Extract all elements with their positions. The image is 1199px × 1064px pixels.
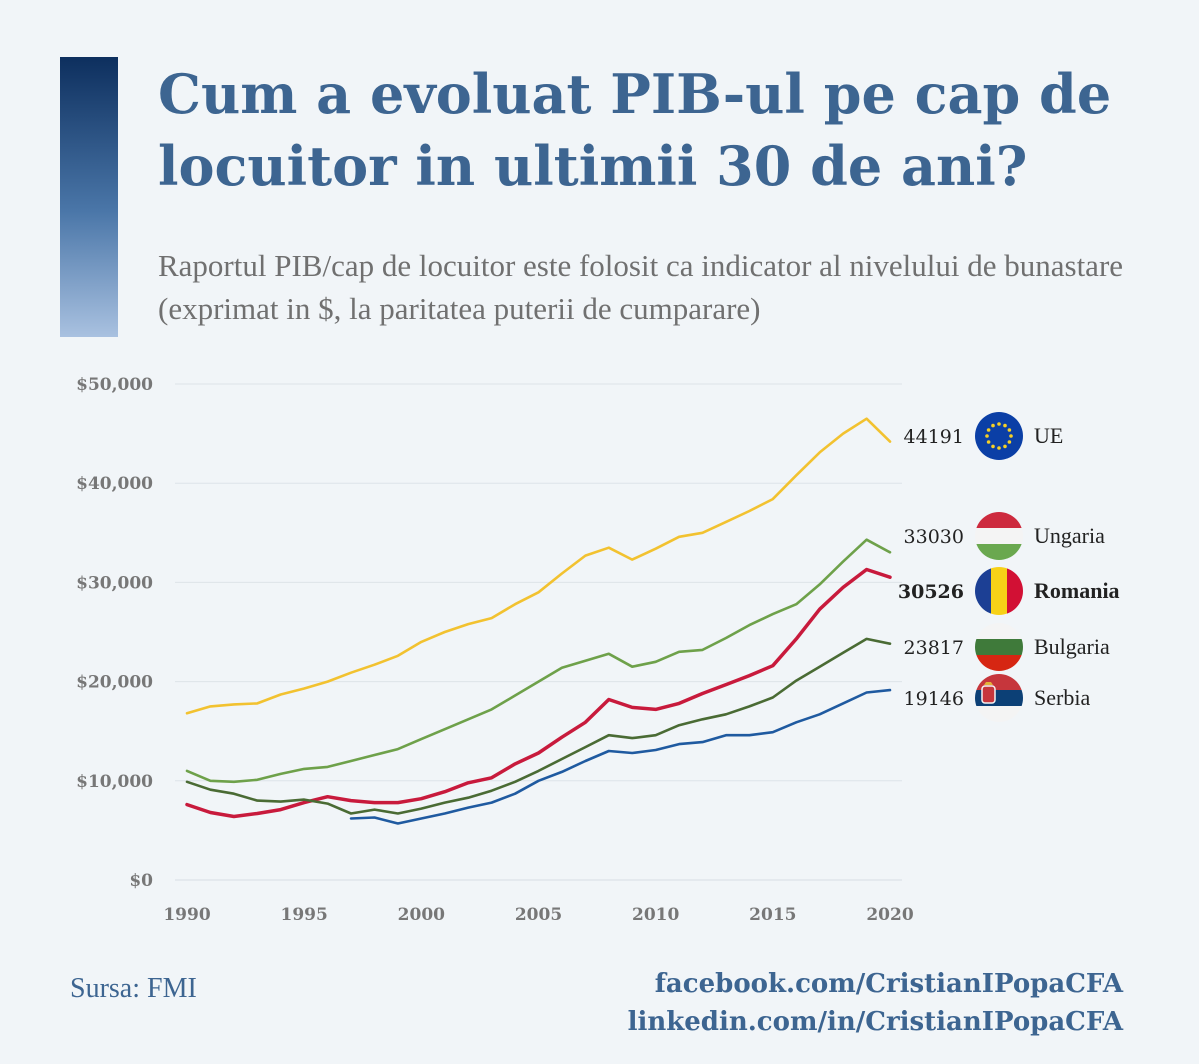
linkedin-link[interactable]: linkedin.com/in/CristianIPopaCFA	[627, 1007, 1123, 1037]
y-tick-label: $30,000	[76, 573, 153, 593]
hungary-flag-icon	[975, 512, 1023, 560]
legend-item-ue: 44191 UE	[904, 412, 1063, 460]
end-value-label: 30526	[898, 581, 964, 603]
x-tick-label: 2010	[632, 905, 679, 925]
end-value-label: 44191	[904, 426, 964, 448]
legend-item-serbia: 19146 Serbia	[904, 674, 1090, 722]
source-note: Sursa: FMI	[70, 973, 197, 1004]
legend-label: Romania	[1034, 578, 1120, 603]
legend-item-romania: 30526 Romania	[898, 567, 1120, 615]
y-tick-labels: $0 $10,000 $20,000 $30,000 $40,000 $50,000	[76, 375, 153, 891]
end-value-label: 23817	[904, 637, 964, 659]
legend-label: Ungaria	[1034, 523, 1105, 548]
chart-title: Cum a evoluat PIB-ul pe cap de locuitor …	[158, 62, 1112, 198]
chart-subtitle: Raportul PIB/cap de locuitor este folosi…	[158, 248, 1124, 326]
legend-label: Serbia	[1034, 685, 1090, 710]
end-value-label: 19146	[904, 688, 964, 710]
footer-links: facebook.com/CristianIPopaCFA linkedin.c…	[628, 965, 1123, 1041]
x-tick-label: 2005	[515, 905, 562, 925]
x-tick-label: 1990	[163, 905, 210, 925]
x-tick-label: 2020	[866, 905, 913, 925]
accent-bar	[60, 57, 118, 337]
legend: 44191 UE 33030 Ungaria 30526 Romania 23817 Bulg…	[898, 412, 1120, 722]
series-line-serbia	[349, 688, 892, 825]
facebook-link[interactable]: facebook.com/CristianIPopaCFA	[654, 969, 1123, 999]
y-tick-label: $40,000	[76, 474, 153, 494]
legend-label: Bulgaria	[1034, 634, 1110, 659]
legend-label: UE	[1034, 423, 1063, 448]
eu-flag-icon	[975, 412, 1023, 460]
y-tick-label: $10,000	[76, 772, 153, 792]
series-line-bulgaria	[185, 637, 892, 815]
legend-item-bulgaria: 23817 Bulgaria	[904, 623, 1110, 671]
serbia-flag-icon	[975, 674, 1023, 722]
x-tick-labels: 1990 1995 2000 2005 2010 2015 2020	[163, 905, 913, 925]
romania-flag-icon	[975, 567, 1023, 615]
bulgaria-flag-icon	[975, 623, 1023, 671]
x-tick-label: 2015	[749, 905, 796, 925]
series-line-ungaria	[185, 538, 892, 784]
series-lines	[185, 417, 892, 825]
grid-lines	[175, 383, 902, 881]
legend-item-ungaria: 33030 Ungaria	[904, 512, 1105, 560]
end-value-label: 33030	[904, 526, 964, 548]
y-tick-label: $0	[129, 871, 153, 891]
x-tick-label: 2000	[398, 905, 445, 925]
series-line-ue	[185, 417, 892, 715]
y-tick-label: $20,000	[76, 673, 153, 693]
chart-svg: $0 $10,000 $20,000 $30,000 $40,000 $50,000 19…	[76, 375, 1120, 925]
series-line-romania	[185, 567, 892, 819]
x-tick-label: 1995	[281, 905, 328, 925]
y-tick-label: $50,000	[76, 375, 153, 395]
